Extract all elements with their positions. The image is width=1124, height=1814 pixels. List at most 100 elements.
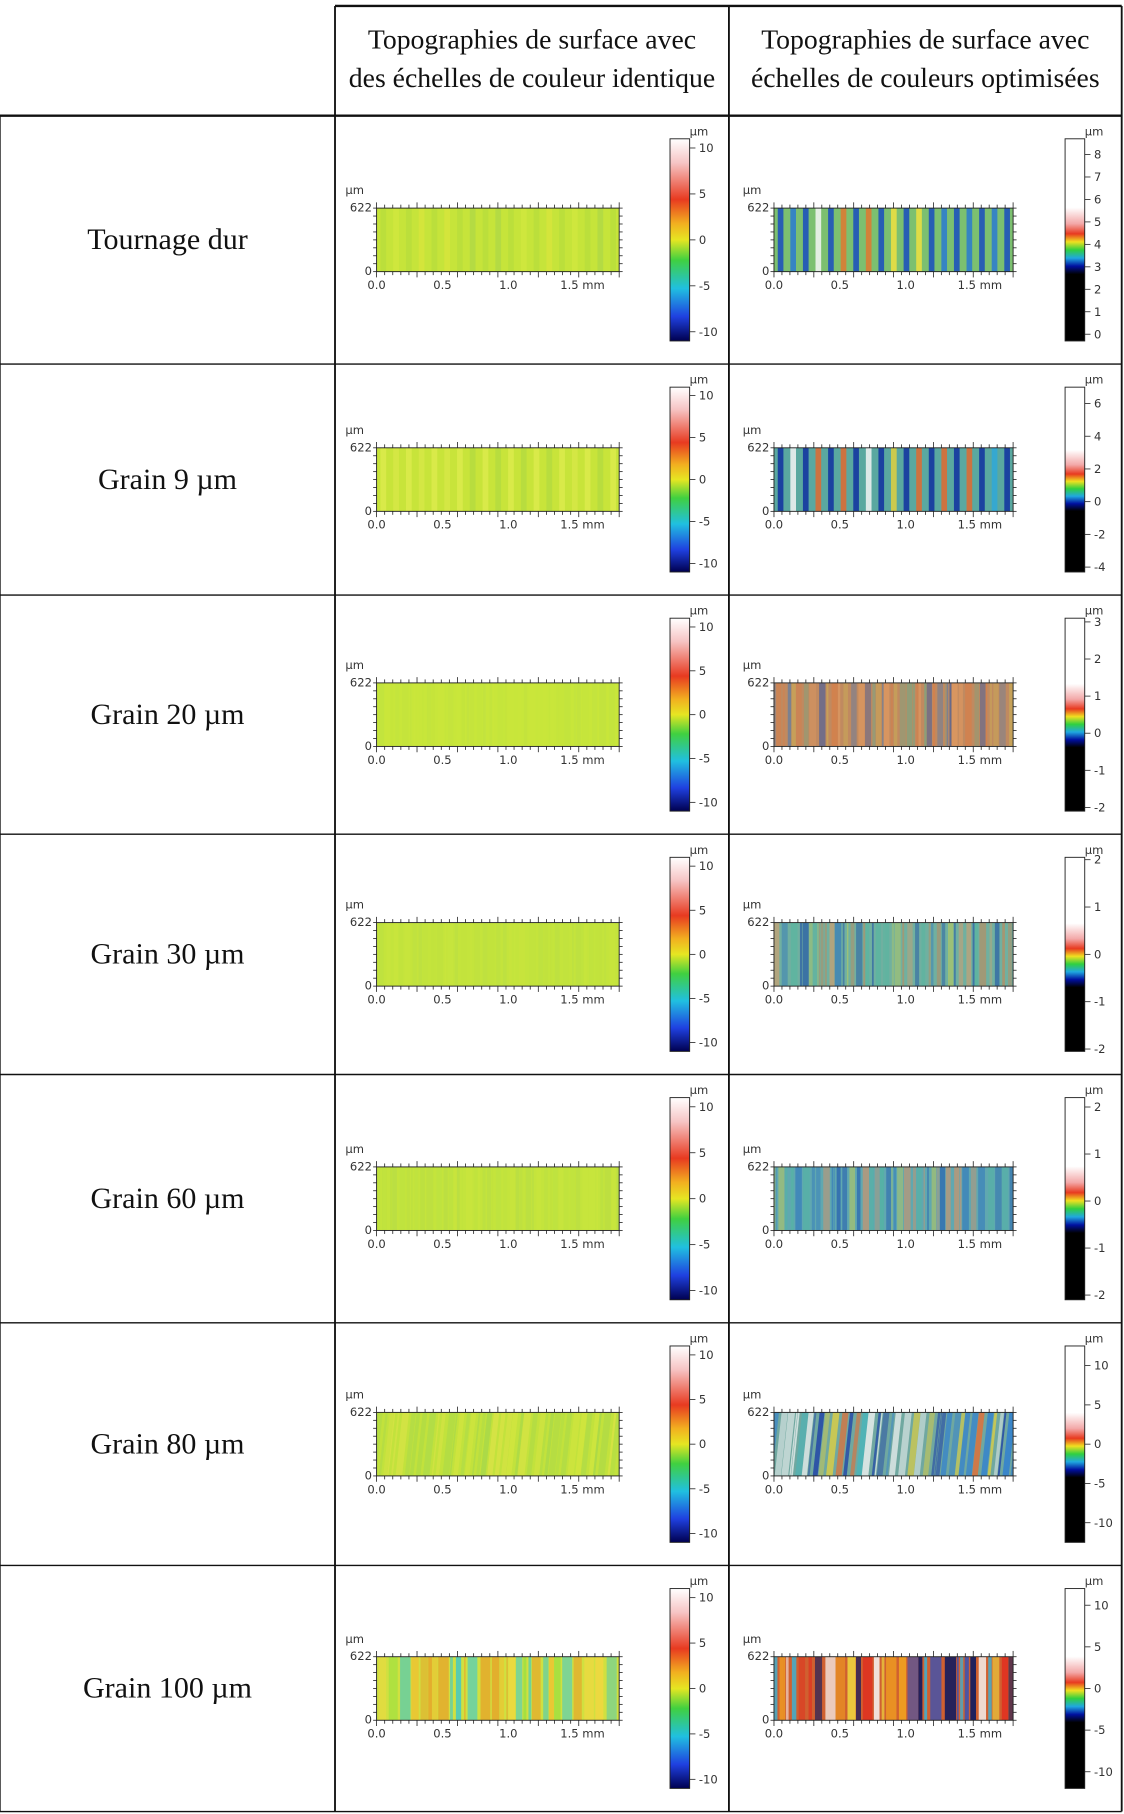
surface-stripe — [781, 1412, 796, 1476]
x-tick-label: 0.0 — [367, 1727, 385, 1741]
surface-stripe — [542, 682, 547, 747]
surface-stripe — [923, 1166, 926, 1231]
colorbar-tick-label: 0 — [699, 473, 706, 487]
surface-stripe — [826, 1412, 840, 1476]
surface-image — [376, 208, 620, 272]
colorbar — [1064, 1097, 1086, 1301]
x-tick-label: 0.0 — [367, 1482, 385, 1496]
surface-stripe — [834, 922, 842, 987]
surface-stripe — [999, 682, 1006, 747]
surface-stripe — [891, 922, 894, 987]
surface-stripe — [790, 1166, 794, 1231]
x-tick-label: 0.5 — [433, 518, 451, 532]
y-min-label: 0 — [762, 1468, 769, 1482]
surface-stripe — [865, 208, 872, 272]
surface-stripe — [519, 1166, 523, 1231]
surface-stripe — [831, 682, 838, 747]
surface-stripe — [387, 1412, 396, 1476]
surface-stripe — [508, 682, 515, 747]
surface-stripe — [500, 1656, 505, 1721]
surface-stripe — [913, 1166, 916, 1231]
column-header: Topographies de surface avec — [368, 24, 696, 55]
surface-stripe — [573, 1656, 582, 1721]
surface-stripe — [948, 1412, 962, 1476]
x-tick-label: 0.5 — [831, 278, 849, 292]
surface-stripe — [494, 1412, 506, 1476]
surface-stripe — [1015, 1412, 1026, 1476]
surface-stripe — [898, 1412, 912, 1476]
surface-stripe — [464, 1656, 466, 1721]
surface-stripe — [856, 1412, 869, 1476]
colorbar-tick-label: -5 — [699, 1238, 711, 1252]
surface-stripe — [985, 682, 988, 747]
surface-stripe — [466, 1166, 473, 1231]
surface-stripe — [835, 1656, 846, 1721]
surface-stripe — [555, 1412, 566, 1476]
surface-stripe — [609, 1412, 620, 1476]
surface-stripe — [932, 682, 936, 747]
surface-stripe — [1024, 1412, 1037, 1476]
surface-stripe — [853, 208, 859, 272]
surface-stripe — [808, 922, 813, 987]
surface-stripe — [506, 1412, 519, 1476]
x-tick-label: 1.0 — [499, 518, 517, 532]
surface-image — [773, 447, 1014, 512]
surface-stripe — [563, 1166, 569, 1231]
surface-stripe — [575, 922, 581, 987]
y-unit: µm — [345, 658, 364, 672]
colorbar-unit: µm — [690, 124, 709, 138]
surface-stripe — [765, 923, 772, 987]
surface-stripe — [876, 1412, 890, 1476]
surface-stripe — [466, 682, 470, 747]
surface-stripe — [552, 1166, 558, 1231]
surface-stripe — [777, 447, 784, 512]
y-unit: µm — [743, 658, 762, 672]
surface-stripe — [554, 1656, 561, 1721]
surface-image — [376, 682, 620, 747]
surface-stripe — [595, 1656, 604, 1721]
colorbar-unit: µm — [1085, 604, 1104, 618]
surface-stripe — [762, 1167, 767, 1231]
surface-stripe — [600, 1166, 604, 1231]
surface-stripe — [404, 1412, 416, 1476]
surface-stripe — [994, 922, 1000, 987]
y-unit: µm — [743, 183, 762, 197]
surface-stripe — [376, 1412, 383, 1470]
surface-stripe — [997, 1412, 1007, 1476]
surface-stripe — [812, 1412, 825, 1476]
surface-stripe — [426, 1166, 434, 1231]
surface-stripe — [365, 1167, 368, 1231]
surface-stripe — [960, 1656, 964, 1721]
surface-stripe — [554, 922, 560, 987]
colorbar-tick-label: -10 — [699, 1036, 718, 1050]
surface-stripe — [941, 208, 948, 272]
surface-stripe — [863, 922, 866, 987]
surface-stripe — [974, 922, 979, 987]
x-tick-label: 1.0 — [499, 992, 517, 1006]
surface-stripe — [588, 1166, 596, 1231]
surface-stripe — [390, 1412, 400, 1476]
surface-stripe — [570, 1166, 576, 1231]
surface-stripe — [469, 447, 476, 512]
surface-stripe — [828, 447, 834, 512]
colorbar-tick-label: -10 — [699, 795, 718, 809]
colorbar — [1064, 138, 1086, 342]
surface-stripe — [486, 1166, 492, 1231]
x-tick-label: 0.0 — [367, 518, 385, 532]
surface-stripe — [787, 682, 792, 747]
surface-stripe — [897, 1166, 904, 1231]
surface-stripe — [457, 208, 463, 272]
colorbar-tick-label: 1 — [1094, 1147, 1101, 1161]
surface-stripe — [388, 1656, 398, 1721]
surface-stripe — [406, 1166, 410, 1231]
x-tick-label: 1.5 mm — [958, 1237, 1003, 1251]
surface-stripe — [404, 922, 411, 987]
surface-stripe — [940, 1412, 953, 1476]
surface-stripe — [607, 1412, 617, 1476]
surface-stripe — [455, 1656, 462, 1721]
surface-stripe — [514, 922, 516, 987]
colorbar-tick-label: 5 — [699, 1146, 706, 1160]
surface-stripe — [592, 1412, 602, 1476]
x-tick-label: 1.5 mm — [560, 278, 605, 292]
surface-stripe — [626, 1412, 638, 1476]
